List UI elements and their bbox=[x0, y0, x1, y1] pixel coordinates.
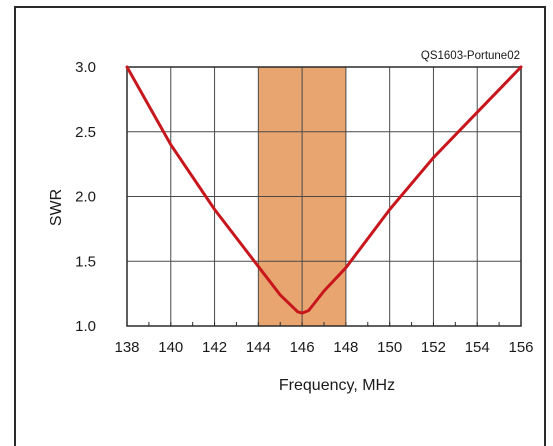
x-tick-label: 144 bbox=[246, 339, 271, 356]
y-tick-label: 3.0 bbox=[75, 59, 96, 76]
y-tick-label: 2.5 bbox=[75, 124, 96, 141]
x-axis-title: Frequency, MHz bbox=[279, 377, 395, 394]
x-tick-label: 142 bbox=[202, 339, 227, 356]
swr-chart: 138 140 142 144 146 148 150 152 154 156 1.0 1.5 2.0 2… bbox=[48, 50, 534, 394]
y-axis-title: SWR bbox=[48, 189, 65, 226]
x-tick-label: 146 bbox=[290, 339, 315, 356]
x-tick-label: 150 bbox=[377, 339, 402, 356]
x-tick-label: 154 bbox=[465, 339, 490, 356]
x-tick-label: 148 bbox=[333, 339, 358, 356]
swr-series-line bbox=[125, 65, 523, 315]
annotation-label: QS1603-Portune02 bbox=[421, 50, 520, 62]
x-tick-label: 140 bbox=[158, 339, 183, 356]
x-tick-label: 152 bbox=[421, 339, 446, 356]
y-tick-label: 2.0 bbox=[75, 189, 96, 206]
y-tick-label: 1.5 bbox=[75, 253, 96, 270]
x-tick-label: 156 bbox=[508, 339, 533, 356]
x-tick-label: 138 bbox=[114, 339, 139, 356]
y-tick-label: 1.0 bbox=[75, 318, 96, 335]
